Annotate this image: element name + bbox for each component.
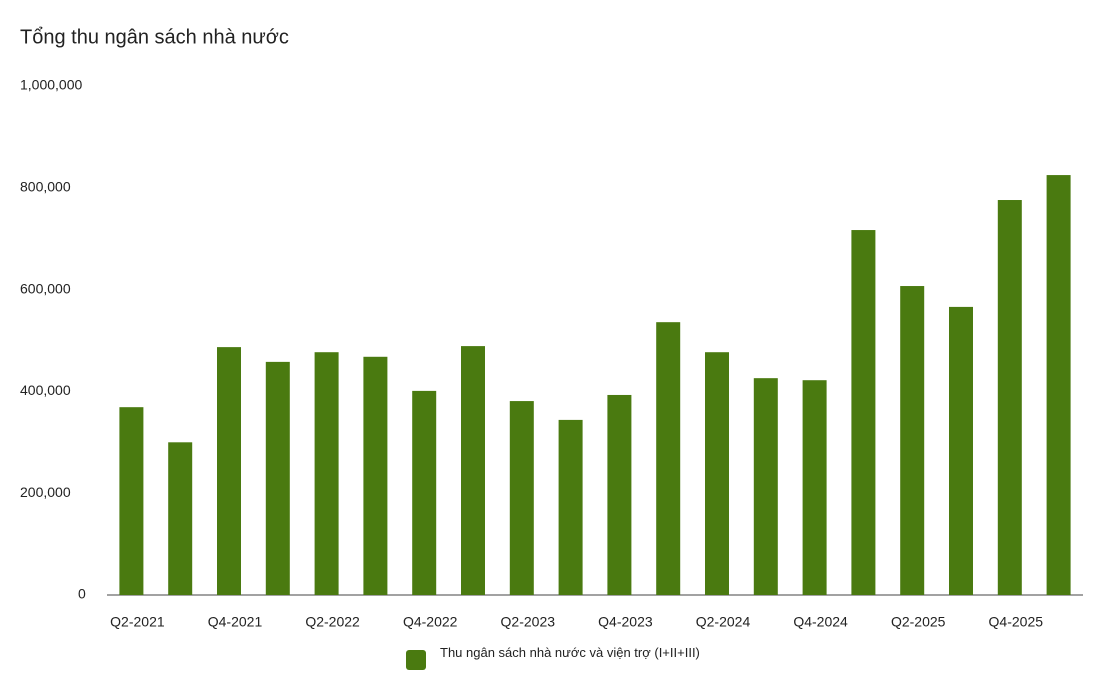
bar bbox=[997, 200, 1022, 596]
x-tick-label: Q2-2023 bbox=[501, 614, 556, 630]
bar bbox=[656, 322, 681, 595]
x-tick-label: Q2-2021 bbox=[110, 614, 165, 630]
bar bbox=[1046, 175, 1071, 595]
bar bbox=[802, 380, 827, 595]
legend-label: Thu ngân sách nhà nước và viện trợ (I+II… bbox=[440, 645, 700, 660]
bar bbox=[363, 356, 388, 595]
x-tick-label: Q4-2024 bbox=[793, 614, 848, 630]
bar bbox=[509, 401, 534, 595]
bar bbox=[949, 306, 973, 595]
legend-swatch bbox=[406, 650, 426, 670]
chart: Tổng thu ngân sách nhà nước 0 200,000 400,… bbox=[20, 26, 1083, 630]
x-tick-label: Q2-2024 bbox=[696, 614, 751, 630]
bar bbox=[412, 390, 437, 595]
bar bbox=[851, 230, 876, 595]
bar bbox=[168, 442, 193, 595]
bar bbox=[119, 407, 144, 595]
y-tick-label: 400,000 bbox=[20, 382, 71, 398]
chart-title: Tổng thu ngân sách nhà nước bbox=[20, 26, 289, 48]
x-tick-label: Q2-2025 bbox=[891, 614, 946, 630]
y-tick-label: 600,000 bbox=[20, 280, 71, 296]
legend: Thu ngân sách nhà nước và viện trợ (I+II… bbox=[406, 644, 700, 670]
y-tick-label: 1,000,000 bbox=[20, 77, 82, 93]
bar bbox=[461, 346, 485, 595]
y-tick-label: 200,000 bbox=[20, 484, 71, 500]
bar bbox=[314, 352, 339, 595]
x-tick-label: Q4-2022 bbox=[403, 614, 458, 630]
bar bbox=[705, 352, 729, 595]
x-tick-label: Q4-2023 bbox=[598, 614, 653, 630]
x-tick-label: Q2-2022 bbox=[305, 614, 360, 630]
y-tick-label: 800,000 bbox=[20, 179, 71, 195]
bar bbox=[558, 419, 583, 595]
x-tick-label: Q4-2025 bbox=[989, 614, 1044, 630]
bar bbox=[607, 394, 632, 595]
bar bbox=[753, 378, 778, 595]
y-tick-label: 0 bbox=[78, 586, 86, 602]
x-tick-label: Q4-2021 bbox=[208, 614, 263, 630]
bar bbox=[265, 361, 290, 595]
bar bbox=[900, 286, 925, 595]
bar bbox=[217, 347, 241, 595]
